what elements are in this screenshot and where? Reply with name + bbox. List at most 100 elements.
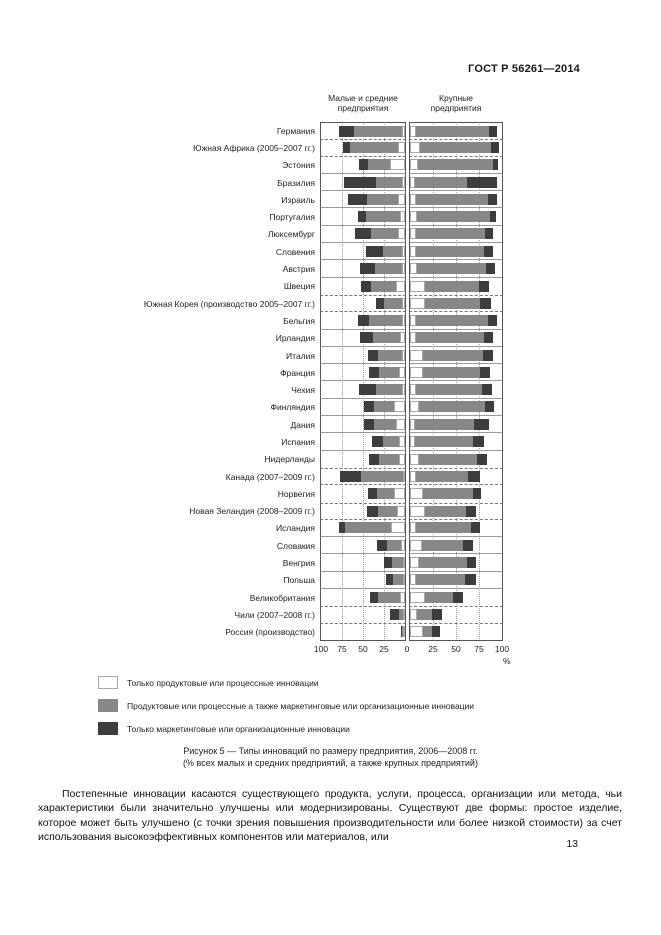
bar-segment-gray xyxy=(422,488,473,500)
bar-segment-dark xyxy=(376,298,385,310)
chart-row: Италия xyxy=(0,346,661,365)
axis-tick-zero: 0 xyxy=(404,644,410,654)
axis-tick: 100 xyxy=(494,644,510,654)
dark-swatch-icon xyxy=(98,722,118,735)
bar-segment-white xyxy=(410,314,416,326)
bar-segment-gray xyxy=(422,349,483,361)
body-paragraph: Постепенные инновации касаются существую… xyxy=(38,788,622,844)
axis-tick: 75 xyxy=(474,644,484,654)
bar-segment-dark xyxy=(488,193,498,205)
gray-swatch-icon xyxy=(98,699,118,712)
bar-segment-gray xyxy=(373,401,395,413)
bar-segment-gray xyxy=(368,159,390,171)
chart-row: Южная Корея (производство 2005–2007 гг.) xyxy=(0,294,661,313)
large-bar xyxy=(409,519,503,538)
country-label: Финляндия xyxy=(270,402,315,413)
bar-segment-white xyxy=(410,471,417,483)
large-bar xyxy=(409,485,503,503)
bar-segment-gray xyxy=(422,539,464,551)
bar-segment-dark xyxy=(485,401,494,413)
bar-segment-white xyxy=(410,453,420,465)
sme-bar xyxy=(320,450,406,468)
bar-segment-white xyxy=(400,211,405,223)
chart-row: Эстония xyxy=(0,156,661,174)
bar-segment-white xyxy=(410,245,416,257)
axis-tick: 100 xyxy=(313,644,329,654)
bar-segment-dark xyxy=(363,418,375,430)
bar-segment-dark xyxy=(472,488,481,500)
sme-bar xyxy=(320,554,406,572)
bar-segment-dark xyxy=(358,211,367,223)
gridline-large-50 xyxy=(456,122,457,641)
bar-segment-gray xyxy=(424,592,454,604)
chart-row: Ирландия xyxy=(0,329,661,347)
large-bar xyxy=(409,364,503,382)
country-label: Чили (2007–2008 гг.) xyxy=(234,609,315,620)
figure-caption: Рисунок 5 — Типы инноваций по размеру пр… xyxy=(0,745,661,769)
bar-segment-white xyxy=(410,557,420,569)
bar-segment-dark xyxy=(432,609,443,621)
bar-segment-gray xyxy=(424,505,467,517)
chart-row: Бразилия xyxy=(0,173,661,192)
bar-segment-white xyxy=(403,609,405,621)
bar-segment-dark xyxy=(492,159,499,171)
sme-bar xyxy=(320,416,406,434)
bar-segment-white xyxy=(400,539,405,551)
bar-segment-white xyxy=(399,453,405,465)
bar-segment-white xyxy=(410,609,418,621)
bar-segment-white xyxy=(397,505,405,517)
bar-segment-dark xyxy=(338,125,354,137)
sme-bar xyxy=(320,346,406,365)
bar-segment-dark xyxy=(390,609,399,621)
bar-segment-white xyxy=(410,176,415,188)
bar-segment-gray xyxy=(366,211,400,223)
country-label: Австрия xyxy=(282,264,315,275)
country-label: Бразилия xyxy=(277,177,315,188)
bar-segment-white xyxy=(403,626,405,638)
bar-segment-gray xyxy=(415,125,490,137)
bar-segment-white xyxy=(410,211,418,223)
bar-segment-white xyxy=(398,228,405,240)
sme-bar xyxy=(320,537,406,555)
bar-segment-gray xyxy=(392,557,403,569)
bar-segment-white xyxy=(399,366,405,378)
bar-segment-gray xyxy=(384,298,402,310)
bar-segment-dark xyxy=(358,159,369,171)
large-bar xyxy=(409,381,503,399)
bar-segment-dark xyxy=(354,228,371,240)
country-label: Италия xyxy=(286,350,315,361)
bar-segment-gray xyxy=(416,471,468,483)
large-bar xyxy=(409,156,503,174)
sme-bar xyxy=(320,623,406,641)
large-bar xyxy=(409,606,503,624)
sme-bar xyxy=(320,312,406,330)
bar-segment-white xyxy=(410,522,416,534)
bar-segment-white xyxy=(410,228,416,240)
chart-row: Новая Зеландия (2008–2009 гг.) xyxy=(0,502,661,520)
sme-bar xyxy=(320,398,406,417)
chart-row: Россия (производство) xyxy=(0,623,661,641)
country-label: Эстония xyxy=(282,160,315,171)
large-bar xyxy=(409,173,503,192)
bar-segment-gray xyxy=(422,626,433,638)
bar-segment-white xyxy=(410,298,425,310)
chart-row: Канада (2007–2009 гг.) xyxy=(0,467,661,486)
chart-row: Швеция xyxy=(0,277,661,295)
bar-segment-gray xyxy=(361,471,403,483)
sme-bar xyxy=(320,589,406,607)
bar-segment-dark xyxy=(481,384,492,396)
large-bar xyxy=(409,571,503,590)
bar-segment-gray xyxy=(415,228,485,240)
bar-segment-gray xyxy=(374,418,396,430)
bar-segment-dark xyxy=(470,522,480,534)
bar-segment-gray xyxy=(415,314,489,326)
large-bar xyxy=(409,416,503,434)
bar-segment-white xyxy=(399,435,405,447)
bar-segment-dark xyxy=(365,245,384,257)
bar-segment-gray xyxy=(415,332,484,344)
chart-row: Венгрия xyxy=(0,554,661,572)
bar-segment-dark xyxy=(479,298,491,310)
country-label: Польша xyxy=(283,575,315,586)
country-label: Швеция xyxy=(283,281,315,292)
gridline-sme-50 xyxy=(363,122,364,641)
